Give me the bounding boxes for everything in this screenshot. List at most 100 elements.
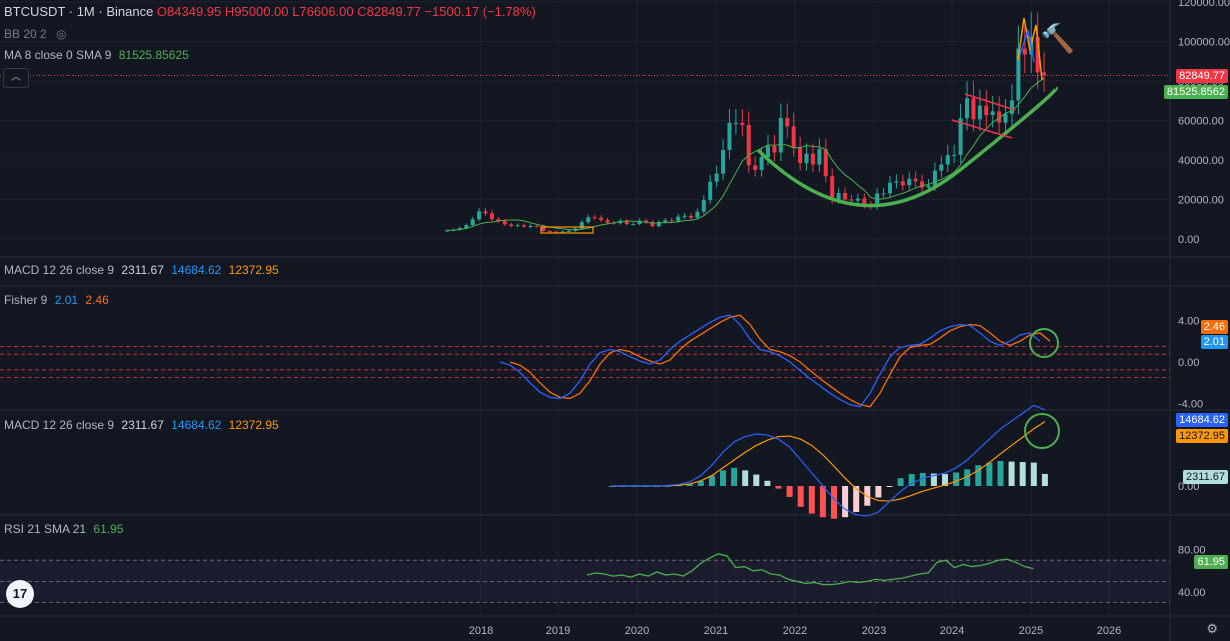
ma-tag: 81525.8562: [1163, 85, 1228, 99]
candle-body: [631, 223, 636, 225]
macd-hist-bar: [786, 486, 793, 497]
candle-body: [791, 126, 796, 148]
eye-off-icon[interactable]: ◎: [56, 27, 67, 41]
candle-body: [579, 222, 584, 229]
candle-body: [502, 221, 507, 225]
macd-tag: 14684.62: [1176, 413, 1228, 427]
candle-body: [939, 164, 944, 171]
fisher-line: [499, 314, 1041, 408]
rsi-y-tick: 40.00: [1178, 587, 1206, 599]
candle-body: [534, 225, 539, 227]
macd-hist-bar: [964, 469, 971, 486]
candle-body: [637, 220, 642, 224]
macd-label: MACD 12 26 close 9: [4, 418, 115, 432]
macd-signal-line: [612, 421, 1046, 502]
macd-top-legend[interactable]: MACD 12 26 close 9 2311.67 14684.62 1237…: [4, 263, 279, 277]
rsi-legend[interactable]: RSI 21 SMA 21 61.95: [4, 522, 123, 536]
candle-body: [965, 98, 970, 119]
candle-body: [650, 222, 655, 227]
candle-body: [522, 225, 527, 227]
candle-body: [560, 231, 565, 233]
symbol-title[interactable]: BTCUSDT · 1M · Binance: [4, 4, 154, 19]
candle-body: [464, 225, 469, 229]
macd-y-tick: 0.00: [1178, 481, 1199, 493]
candle-body: [766, 145, 770, 158]
candle-body: [733, 122, 738, 124]
highlight-circle: [1024, 413, 1060, 449]
bb-legend[interactable]: BB 20 2 ◎: [4, 27, 67, 41]
candle-body: [753, 165, 758, 170]
candle-body: [810, 153, 815, 165]
macd-hist-bar: [775, 486, 782, 489]
candle-body: [958, 118, 963, 155]
candle-body: [746, 125, 751, 166]
candle-body: [688, 215, 693, 218]
candle-body: [599, 217, 604, 221]
candle-body: [676, 216, 681, 221]
macd-hist-bar: [1030, 462, 1037, 486]
macd-hist-bar: [919, 473, 926, 486]
price-tag: 82849.77: [1176, 69, 1228, 83]
candle-body: [887, 182, 892, 194]
macd-signal: 12372.95: [228, 418, 279, 432]
x-tick-label: 2021: [704, 625, 728, 637]
candle-body: [708, 181, 713, 201]
candle-body: [772, 145, 777, 153]
hammer-icon: 🔨: [1040, 22, 1075, 55]
ohlc-close: C82849.77: [357, 4, 421, 19]
rsi-label: RSI 21 SMA 21: [4, 522, 87, 536]
ma-legend[interactable]: MA 8 close 0 SMA 9 81525.85625: [4, 48, 189, 62]
macd-hist-bar: [731, 467, 738, 486]
macd-hist-bar: [742, 470, 749, 486]
candle-body: [714, 173, 719, 182]
fisher-y-tick: 4.00: [1178, 315, 1199, 327]
candle-body: [778, 117, 783, 153]
candle-body: [701, 200, 706, 212]
candle-body: [457, 228, 462, 230]
macd-hist-bar: [797, 486, 804, 507]
candle-body: [977, 105, 982, 120]
candle-body: [740, 122, 745, 126]
candle-body: [515, 225, 520, 227]
macd-legend[interactable]: MACD 12 26 close 9 2311.67 14684.62 1237…: [4, 418, 279, 432]
signal-tag: 12372.95: [1176, 429, 1228, 443]
macd-hist: 2311.67: [121, 418, 164, 432]
candle-body: [804, 153, 809, 163]
macd-hist-bar: [764, 480, 771, 486]
candle-body: [554, 231, 559, 233]
ma-label: MA 8 close 0 SMA 9: [4, 48, 112, 62]
candle-body: [759, 157, 764, 170]
y-tick-label: 60000.00: [1178, 116, 1224, 128]
x-tick-label: 2025: [1019, 625, 1043, 637]
candle-body: [855, 198, 860, 201]
x-tick-label: 2023: [862, 625, 886, 637]
candle-body: [592, 217, 597, 219]
y-tick-label: 100000.00: [1178, 37, 1230, 49]
x-tick-label: 2026: [1097, 625, 1121, 637]
macd-pane: [609, 404, 1060, 519]
legend-header[interactable]: BTCUSDT · 1M · Binance O84349.95 H95000.…: [4, 5, 536, 19]
candle-body: [586, 217, 591, 223]
chevron-up-icon[interactable]: ︿: [3, 68, 29, 88]
candle-body: [952, 154, 957, 156]
candle-body: [470, 219, 475, 226]
ohlc-change: −1500.17 (−1.78%): [424, 4, 536, 19]
fisher-legend[interactable]: Fisher 9 2.01 2.46: [4, 293, 109, 307]
candle-body: [984, 105, 989, 116]
macd-hist-bar: [753, 474, 760, 486]
macd-hist-bar: [997, 461, 1004, 486]
candle-body: [997, 111, 1002, 123]
x-tick-label: 2019: [546, 625, 570, 637]
macd-hist-bar: [953, 472, 960, 486]
axes: 2018 2019 2020 2021 2022 2023 2024 2025 2026 1200…: [469, 0, 1230, 637]
macd-hist-bar: [831, 486, 837, 519]
candle-body: [1016, 48, 1021, 101]
candle-body: [913, 178, 918, 182]
tradingview-logo-icon[interactable]: 17: [6, 580, 34, 608]
channel-top-drawing: [964, 93, 1016, 111]
y-tick-label: 120000.00: [1178, 0, 1230, 9]
candle-body: [798, 147, 803, 163]
gear-icon[interactable]: ⚙: [1206, 621, 1218, 636]
